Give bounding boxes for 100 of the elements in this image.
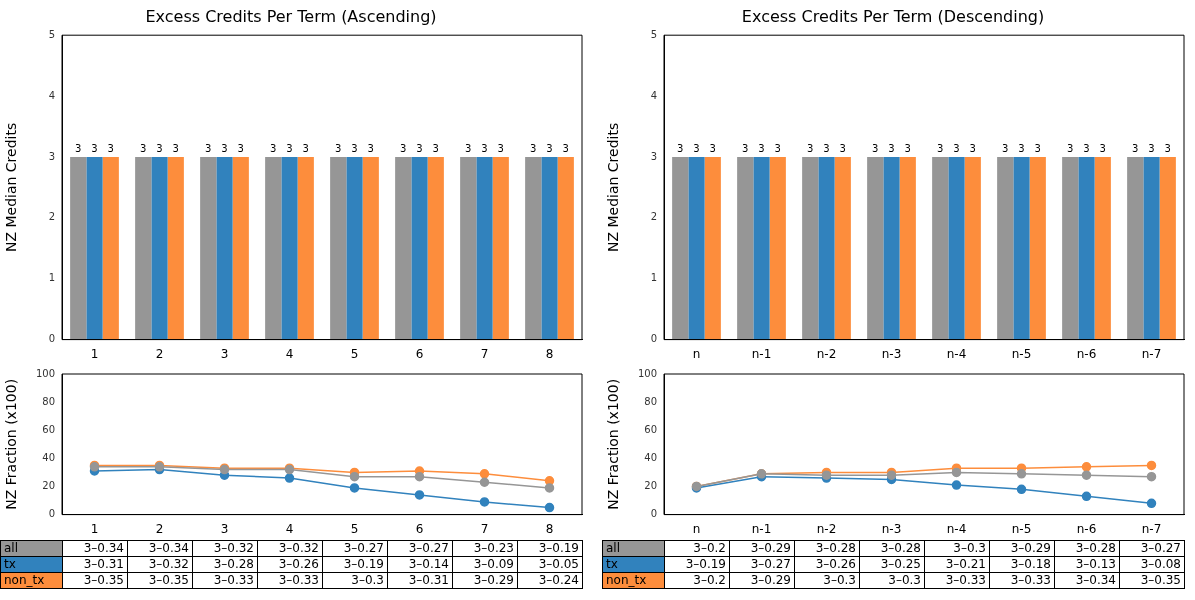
data-label: 3–0.33 [257, 572, 323, 589]
x-tick-label: n-6 [1076, 346, 1097, 361]
data-label: 3 [400, 142, 407, 154]
chart-title: Excess Credits Per Term (Descending) [741, 6, 1045, 26]
data-label: 3–0.34 [127, 540, 193, 557]
data-label: 3 [904, 142, 911, 154]
x-tick-label: 4 [285, 521, 294, 536]
data-label: 3 [205, 142, 212, 154]
data-label: 3 [677, 142, 684, 154]
data-label: 3 [432, 142, 439, 154]
x-tick-label: 7 [480, 346, 489, 361]
data-label: 3–0.31 [387, 572, 453, 589]
x-tick-label: n-7 [1141, 346, 1162, 361]
x-tick-label: 2 [155, 346, 164, 361]
text: all [0, 540, 63, 557]
data-label: 3–0.27 [729, 556, 795, 573]
data-label: 3 [367, 142, 374, 154]
data-label: 3 [156, 142, 163, 154]
data-label: 3–0.19 [322, 556, 388, 573]
data-label: 3 [807, 142, 814, 154]
data-label: 3–0.3 [322, 572, 388, 589]
data-label: 3–0.26 [794, 556, 860, 573]
y-tick-label: 4 [48, 89, 55, 101]
data-label: 3 [888, 142, 895, 154]
data-label: 3–0.08 [1119, 556, 1185, 573]
y-tick-label: 40 [644, 451, 657, 463]
y-tick-label: 20 [644, 480, 657, 492]
data-label: 3–0.29 [729, 540, 795, 557]
data-label: 3–0.34 [62, 540, 128, 557]
data-label: 3–0.19 [664, 556, 730, 573]
data-label: 3 [1034, 142, 1041, 154]
data-label: 3–0.18 [989, 556, 1055, 573]
data-label: 3–0.3 [924, 540, 990, 557]
x-tick-label: 1 [90, 346, 99, 361]
data-label: 3–0.29 [452, 572, 518, 589]
x-tick-label: 6 [415, 521, 424, 536]
data-label: 3–0.33 [192, 572, 258, 589]
y-tick-label: 2 [650, 211, 657, 223]
x-tick-label: n [692, 346, 701, 361]
data-label: 3 [1067, 142, 1074, 154]
y-tick-label: 2 [48, 211, 55, 223]
data-label: 3 [1083, 142, 1090, 154]
y-tick-label: 0 [650, 333, 657, 345]
x-tick-label: 4 [285, 346, 294, 361]
x-tick-label: n-6 [1076, 521, 1097, 536]
y-tick-label: 5 [650, 28, 657, 40]
data-label: 3 [742, 142, 749, 154]
data-label: 3 [140, 142, 147, 154]
data-label: 3–0.35 [1119, 572, 1185, 589]
y-tick-label: 80 [42, 395, 55, 407]
x-tick-label: n-2 [816, 521, 837, 536]
x-tick-label: 8 [545, 521, 554, 536]
x-tick-label: n-2 [816, 346, 837, 361]
data-label: 3 [1148, 142, 1155, 154]
y-tick-label: 0 [650, 508, 657, 520]
y-tick-label: 60 [644, 423, 657, 435]
x-tick-label: 5 [350, 521, 359, 536]
x-tick-label: n [692, 521, 701, 536]
data-label: 3–0.2 [664, 572, 730, 589]
data-label: 3–0.27 [387, 540, 453, 557]
x-tick-label: 3 [220, 346, 229, 361]
data-label: 3 [1099, 142, 1106, 154]
x-tick-label: 7 [480, 521, 489, 536]
y-tick-label: 1 [650, 272, 657, 284]
data-label: 3 [1132, 142, 1139, 154]
x-tick-label: n-5 [1011, 346, 1032, 361]
x-tick-label: n-5 [1011, 521, 1032, 536]
data-label: 3 [823, 142, 830, 154]
text: all [602, 540, 665, 557]
y-tick-label: 80 [644, 395, 657, 407]
data-label: 3 [774, 142, 781, 154]
data-label: 3 [872, 142, 879, 154]
data-label: 3 [937, 142, 944, 154]
data-label: 3 [335, 142, 342, 154]
data-label: 3–0.2 [664, 540, 730, 557]
y-tick-label: 100 [637, 367, 657, 379]
data-label: 3–0.24 [517, 572, 583, 589]
data-label: 3–0.29 [989, 540, 1055, 557]
data-label: 3 [351, 142, 358, 154]
data-label: 3 [1002, 142, 1009, 154]
data-label: 3 [481, 142, 488, 154]
x-tick-label: 3 [220, 521, 229, 536]
x-tick-label: 1 [90, 521, 99, 536]
data-label: 3–0.09 [452, 556, 518, 573]
data-label: 3–0.21 [924, 556, 990, 573]
data-label: 3–0.33 [989, 572, 1055, 589]
data-label: 3–0.28 [859, 540, 925, 557]
data-label: 3–0.05 [517, 556, 583, 573]
y-axis-title: NZ Fraction (x100) [3, 378, 20, 510]
y-tick-label: 3 [48, 150, 55, 162]
data-label: 3–0.14 [387, 556, 453, 573]
y-tick-label: 4 [650, 89, 657, 101]
x-tick-label: n-1 [751, 521, 772, 536]
data-label: 3 [969, 142, 976, 154]
data-label: 3 [221, 142, 228, 154]
data-label: 3–0.26 [257, 556, 323, 573]
x-tick-label: 5 [350, 346, 359, 361]
y-tick-label: 0 [48, 333, 55, 345]
y-tick-label: 40 [42, 451, 55, 463]
chart-title: Excess Credits Per Term (Ascending) [145, 6, 437, 26]
